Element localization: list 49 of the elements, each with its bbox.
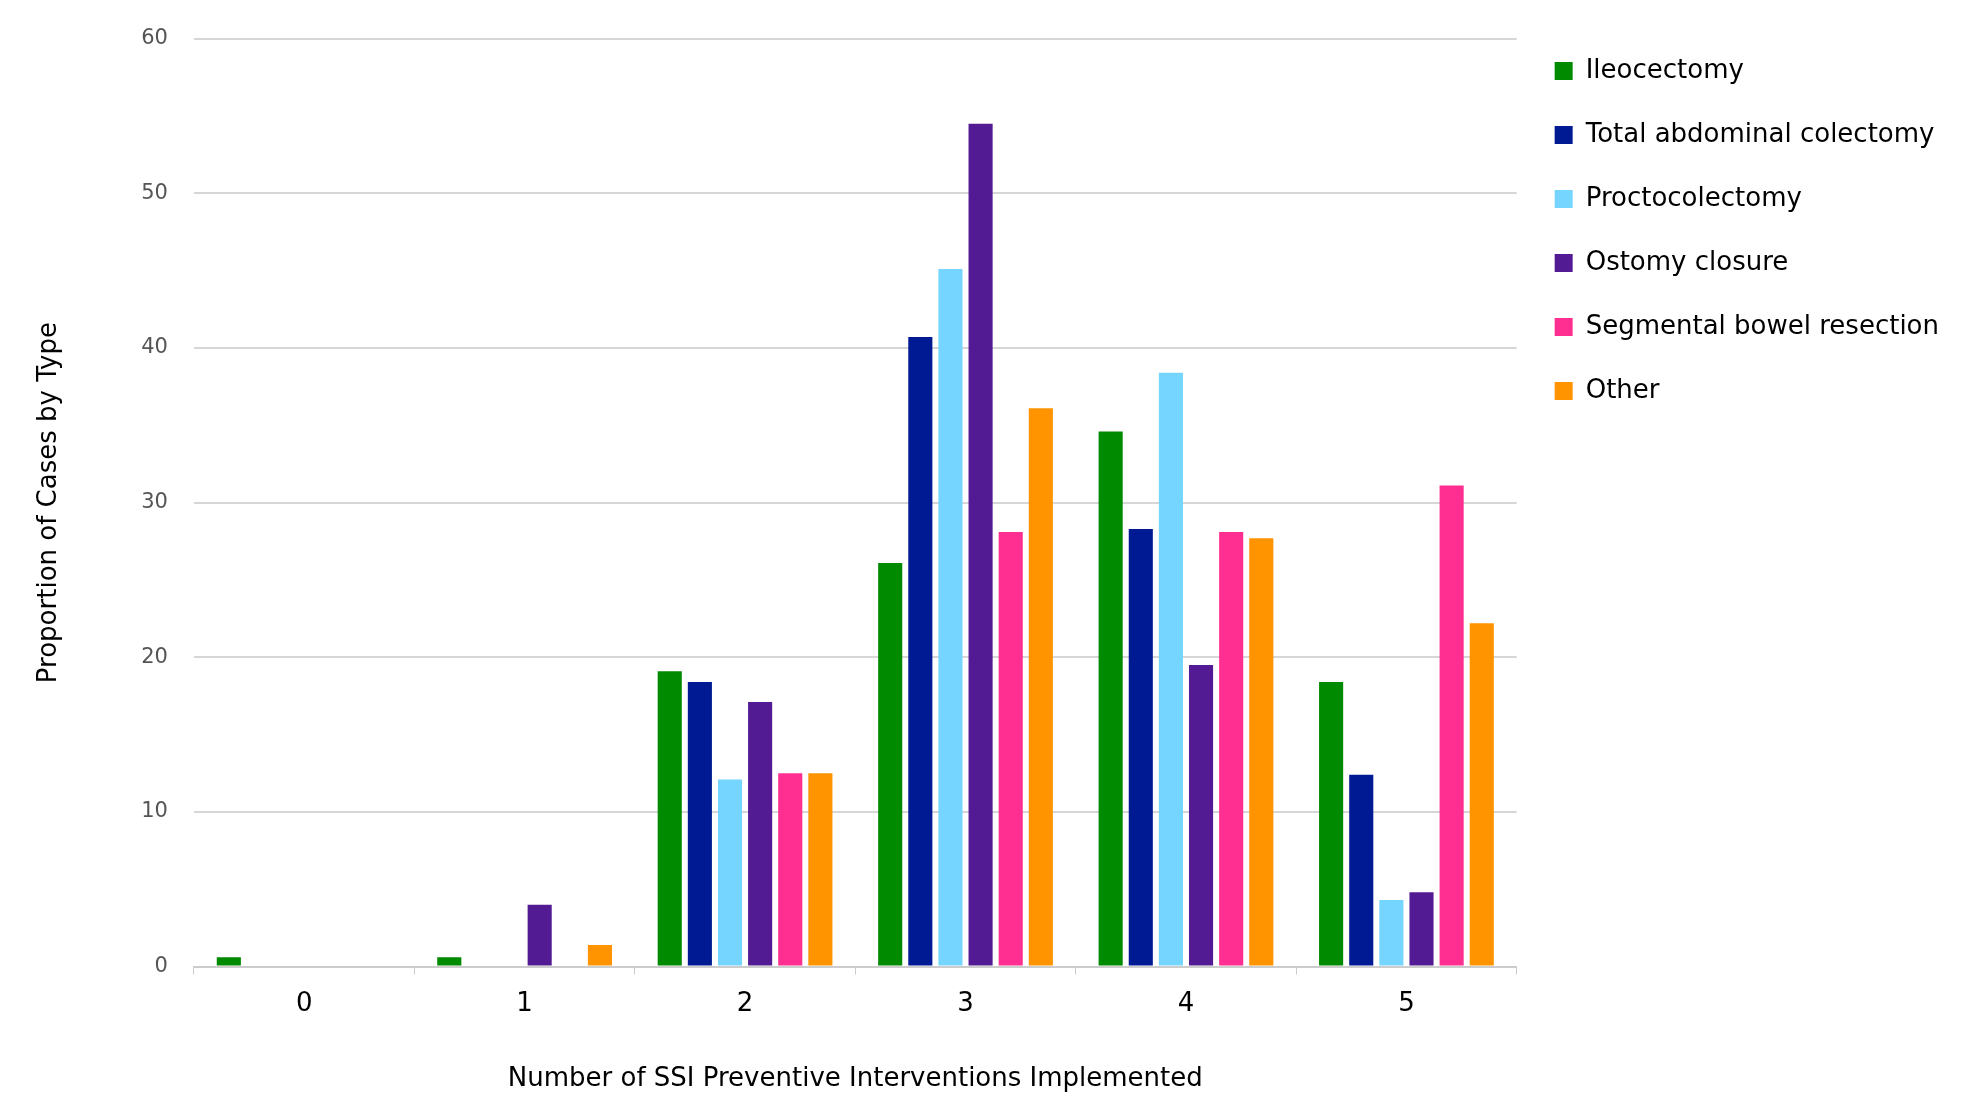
bar <box>938 269 963 966</box>
y-tick-label: 10 <box>141 798 168 823</box>
bar <box>1028 408 1053 966</box>
y-axis-title: Proportion of Cases by Type <box>32 322 63 684</box>
legend-label: Total abdominal colectomy <box>1584 117 1935 148</box>
y-tick-label: 50 <box>141 179 168 204</box>
bar <box>1349 774 1374 966</box>
bar <box>717 779 743 966</box>
bar <box>1469 623 1494 966</box>
bar <box>1128 528 1153 966</box>
bar <box>968 123 993 966</box>
bar <box>998 531 1023 966</box>
legend-label: Ileocectomy <box>1585 53 1744 84</box>
bar <box>1158 372 1183 966</box>
bar <box>1379 900 1404 966</box>
legend-label: Other <box>1585 373 1660 404</box>
bar <box>687 682 712 966</box>
bar <box>1249 538 1274 966</box>
x-tick-label: 2 <box>736 986 754 1017</box>
bar <box>1439 485 1464 966</box>
legend-label: Proctocolectomy <box>1585 181 1802 212</box>
x-tick-label: 5 <box>1398 986 1415 1017</box>
legend-label: Ostomy closure <box>1585 245 1789 276</box>
y-tick-label: 20 <box>141 643 168 668</box>
y-tick-label: 30 <box>141 489 168 514</box>
y-tick-label: 0 <box>154 953 168 978</box>
bar <box>657 671 682 966</box>
bar <box>808 773 833 966</box>
bar <box>878 562 903 966</box>
x-tick-label: 1 <box>516 986 533 1017</box>
bar <box>1219 531 1244 966</box>
bar <box>216 957 241 966</box>
bar <box>1098 431 1123 966</box>
bar <box>437 957 462 966</box>
bar <box>908 337 933 966</box>
bar <box>1319 682 1344 966</box>
bar <box>527 904 552 966</box>
bar <box>587 944 612 966</box>
bar <box>778 773 803 966</box>
x-tick-label: 0 <box>295 986 313 1017</box>
x-tick-label: 3 <box>957 986 974 1017</box>
bar <box>748 702 773 966</box>
y-tick-label: 40 <box>141 334 168 359</box>
bar <box>1409 892 1434 966</box>
y-tick-label: 60 <box>141 25 168 50</box>
x-axis-title: Number of SSI Preventive Interventions Implemented <box>507 1062 1203 1093</box>
bar <box>1188 665 1214 966</box>
legend-label: Segmental bowel resection <box>1585 309 1940 340</box>
x-tick-label: 4 <box>1177 986 1195 1017</box>
